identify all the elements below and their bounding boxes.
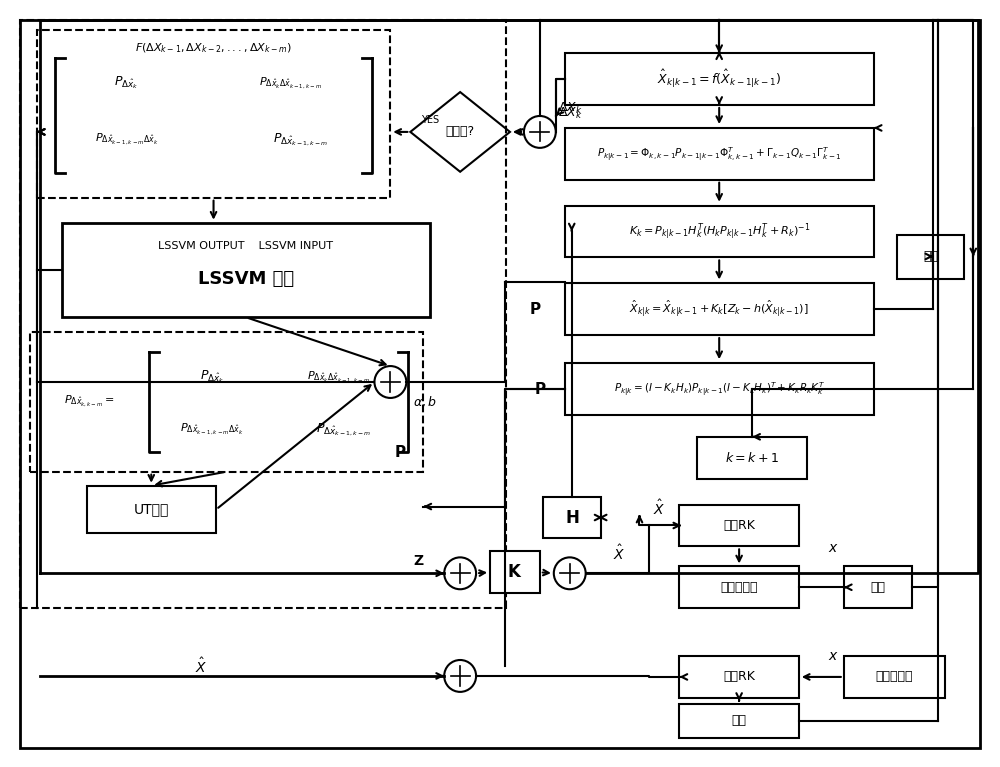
- Bar: [679, 566, 799, 608]
- Text: 延时: 延时: [870, 581, 885, 594]
- Bar: [565, 283, 874, 335]
- Text: LSSVM OUTPUT    LSSVM INPUT: LSSVM OUTPUT LSSVM INPUT: [158, 241, 333, 251]
- Bar: [844, 656, 945, 698]
- Bar: [679, 505, 799, 546]
- Text: 延时: 延时: [732, 714, 747, 727]
- Text: $\mathbf{P}$: $\mathbf{P}$: [394, 444, 407, 459]
- Text: 真实初始值: 真实初始值: [876, 670, 913, 683]
- Bar: [565, 206, 874, 258]
- Text: $P_{k|k}=(I-K_kH_k)P_{k|k-1}(I-K_kH_k)^T+K_kR_kK_k^T$: $P_{k|k}=(I-K_kH_k)P_{k|k-1}(I-K_kH_k)^T…: [614, 380, 825, 398]
- Text: $\hat{X}_{k|k-1} = f(\hat{X}_{k-1|k-1})$: $\hat{X}_{k|k-1} = f(\hat{X}_{k-1|k-1})$: [657, 68, 781, 91]
- Text: 延时: 延时: [923, 251, 938, 263]
- Text: $P_{\Delta\hat{x}_{k-1,k-m}}$: $P_{\Delta\hat{x}_{k-1,k-m}}$: [316, 422, 371, 438]
- Text: YES: YES: [421, 115, 439, 125]
- Bar: [565, 128, 874, 179]
- Text: $\hat{X}$: $\hat{X}$: [195, 657, 207, 676]
- Text: $F(\Delta X_{k-1}, \Delta X_{k-2},..., \Delta X_{k-m})$: $F(\Delta X_{k-1}, \Delta X_{k-2},..., \…: [135, 41, 292, 55]
- Text: $\Delta X_k$: $\Delta X_k$: [558, 100, 582, 116]
- Text: $k=k+1$: $k=k+1$: [725, 451, 779, 465]
- Text: $P_{\Delta\hat{x}_k}$: $P_{\Delta\hat{x}_k}$: [200, 369, 224, 385]
- Text: UT变换: UT变换: [134, 502, 169, 516]
- Text: $P_{\Delta\hat{x}_{k-1,k-m}\Delta\hat{x}_k}$: $P_{\Delta\hat{x}_{k-1,k-m}\Delta\hat{x}…: [180, 423, 244, 437]
- Text: $\alpha, b$: $\alpha, b$: [413, 394, 437, 410]
- Text: $P_{\Delta\hat{x}_{k-1,k-m}\Delta\hat{x}_k}$: $P_{\Delta\hat{x}_{k-1,k-m}\Delta\hat{x}…: [95, 133, 158, 147]
- Text: $P_{\Delta\hat{x}_{k-1,k-m}}$: $P_{\Delta\hat{x}_{k-1,k-m}}$: [273, 132, 328, 148]
- Bar: [897, 235, 964, 279]
- Text: $\hat{X}_{k|k}=\hat{X}_{k|k-1}+K_k[Z_k-h(\hat{X}_{k|k-1})]$: $\hat{X}_{k|k}=\hat{X}_{k|k-1}+K_k[Z_k-h…: [629, 299, 809, 319]
- Text: $\mathbf{H}$: $\mathbf{H}$: [565, 509, 579, 526]
- Bar: [37, 30, 390, 198]
- Text: $\mathbf{P}$: $\mathbf{P}$: [529, 301, 541, 318]
- Text: $\mathbf{K}$: $\mathbf{K}$: [507, 563, 523, 581]
- Bar: [565, 363, 874, 415]
- Text: $\hat{X}$: $\hat{X}$: [653, 499, 666, 518]
- Bar: [844, 566, 912, 608]
- Text: $\hat{X}$: $\hat{X}$: [613, 544, 626, 563]
- Bar: [697, 436, 807, 479]
- Text: $P_{\Delta\hat{x}_k\Delta\hat{x}_{k-1,k-m}}$: $P_{\Delta\hat{x}_k\Delta\hat{x}_{k-1,k-…: [259, 76, 322, 91]
- Text: $\mathbf{P}$: $\mathbf{P}$: [534, 381, 546, 397]
- Text: $P_{\Delta\hat{x}_k}$: $P_{\Delta\hat{x}_k}$: [114, 75, 139, 91]
- Bar: [679, 704, 799, 738]
- Bar: [30, 332, 423, 472]
- Text: $P_{\Delta\hat{x}_{k,k-m}}=$: $P_{\Delta\hat{x}_{k,k-m}}=$: [64, 394, 115, 410]
- Text: 四阶RK: 四阶RK: [723, 519, 755, 532]
- Text: $P_{k|k-1}=\Phi_{k,k-1}P_{k-1|k-1}\Phi_{k,k-1}^T+\Gamma_{k-1}Q_{k-1}\Gamma_{k-1}: $P_{k|k-1}=\Phi_{k,k-1}P_{k-1|k-1}\Phi_{…: [597, 145, 841, 163]
- Text: $P_{\Delta\hat{x}_k\Delta\hat{x}_{k-1,k-m}}$: $P_{\Delta\hat{x}_k\Delta\hat{x}_{k-1,k-…: [307, 370, 370, 384]
- Bar: [490, 551, 540, 593]
- Text: 四阶RK: 四阶RK: [723, 670, 755, 683]
- Text: 初始估计值: 初始估计值: [720, 581, 758, 594]
- Text: 初始化?: 初始化?: [446, 126, 475, 138]
- Bar: [87, 486, 216, 534]
- Text: $\mathbf{Z}$: $\mathbf{Z}$: [413, 555, 424, 568]
- Bar: [543, 496, 601, 538]
- Bar: [565, 53, 874, 105]
- Text: $K_k = P_{k|k-1}H_k^T(H_kP_{k|k-1}H_k^T+R_k)^{-1}$: $K_k = P_{k|k-1}H_k^T(H_kP_{k|k-1}H_k^T+…: [629, 222, 810, 242]
- Text: $\Delta X_k$: $\Delta X_k$: [558, 105, 582, 120]
- Text: LSSVM 训练: LSSVM 训练: [198, 271, 294, 288]
- Bar: [20, 20, 506, 608]
- Text: $x$: $x$: [828, 649, 839, 663]
- Bar: [679, 656, 799, 698]
- Text: $x$: $x$: [828, 542, 839, 555]
- Bar: [62, 222, 430, 318]
